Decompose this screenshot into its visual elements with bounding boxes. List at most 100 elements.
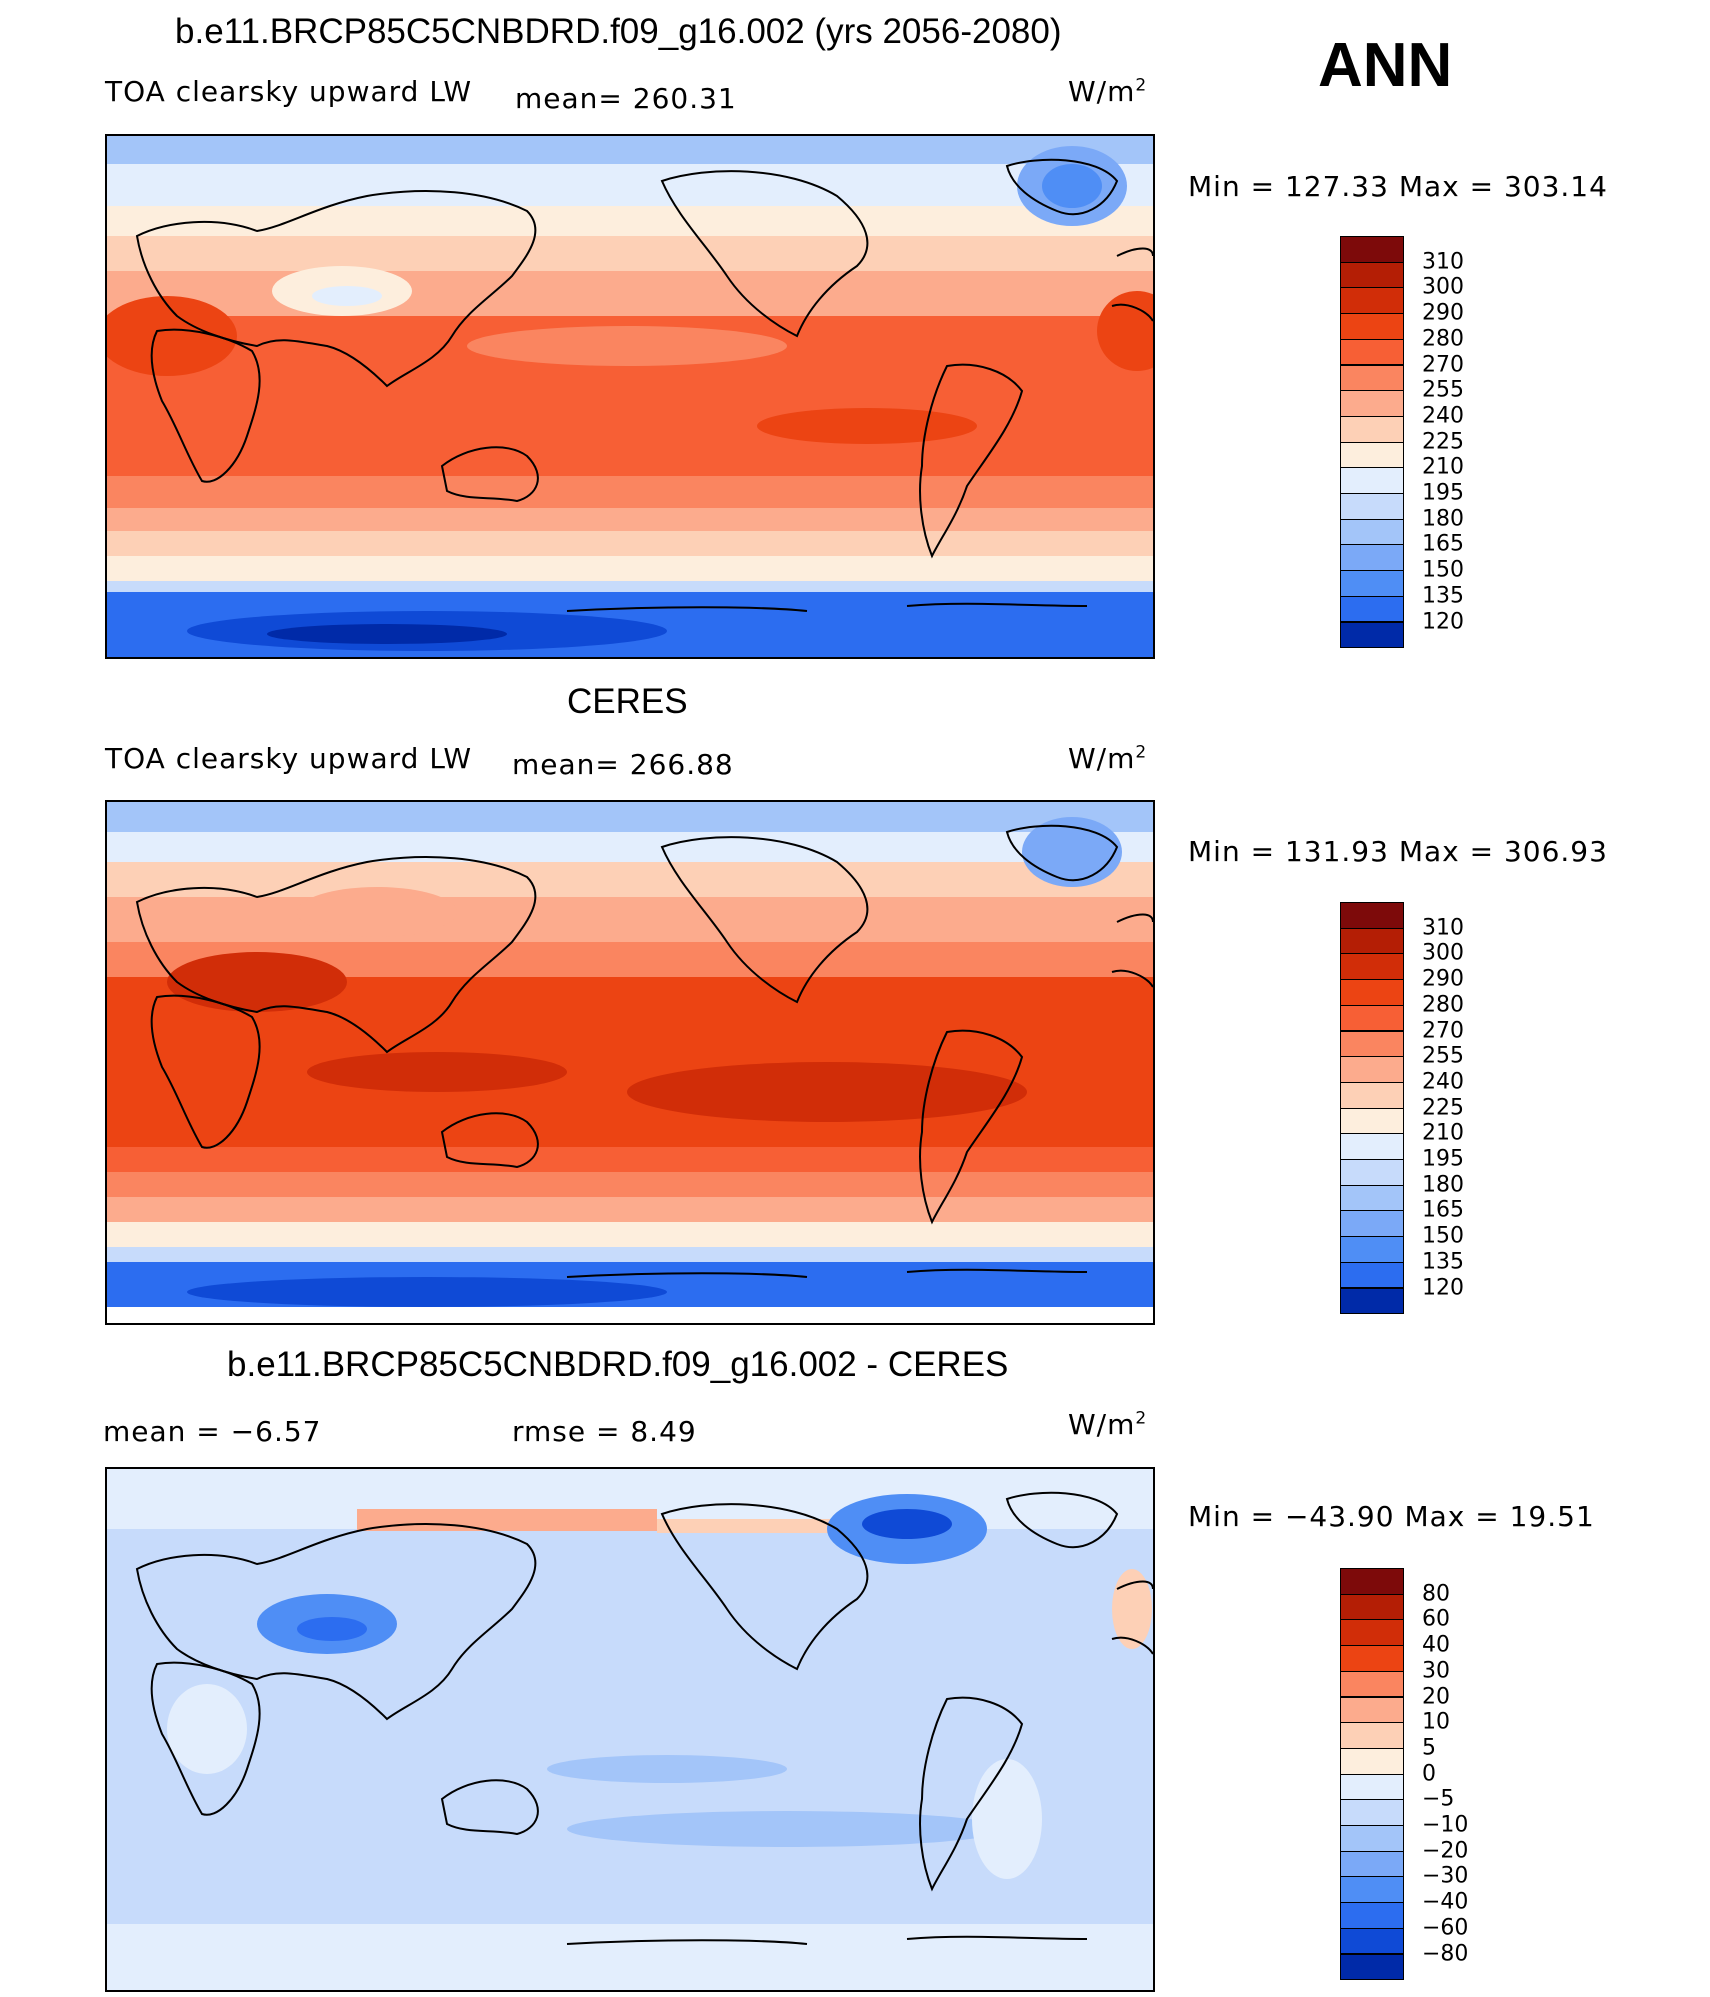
colorbar-swatch bbox=[1340, 338, 1404, 366]
colorbar-tick-label: 225 bbox=[1422, 1095, 1464, 1121]
panel-3-minmax: Min = −43.90 Max = 19.51 bbox=[1188, 1500, 1595, 1533]
panel-2-variable-label: TOA clearsky upward LW bbox=[105, 742, 473, 775]
colorbar-tick-label: −80 bbox=[1422, 1941, 1469, 1966]
colorbar-tick-label: 255 bbox=[1422, 1043, 1464, 1069]
colorbar-swatch bbox=[1340, 236, 1404, 263]
panel-2-map-svg bbox=[107, 802, 1153, 1323]
colorbar-swatch bbox=[1340, 261, 1404, 289]
panel-2-minmax: Min = 131.93 Max = 306.93 bbox=[1188, 835, 1608, 868]
colorbar-tick-label: 135 bbox=[1422, 1249, 1464, 1275]
colorbar-swatch bbox=[1340, 441, 1404, 469]
units-base: W/m bbox=[1068, 742, 1136, 775]
colorbar-tick-label: 210 bbox=[1422, 454, 1464, 480]
colorbar-tick-label: 165 bbox=[1422, 1197, 1464, 1223]
colorbar-swatch bbox=[1340, 1184, 1404, 1212]
units-base: W/m bbox=[1068, 75, 1136, 108]
colorbar-tick-label: 240 bbox=[1422, 403, 1464, 429]
colorbar-tick-label: 280 bbox=[1422, 326, 1464, 352]
panel-3-title: b.e11.BRCP85C5CNBDRD.f09_g16.002 - CERES bbox=[227, 1345, 1009, 1384]
panel-2-colorbar: 310 300 290 280 270 255 240 225 210 195 180 165 150 1… bbox=[1340, 902, 1464, 1315]
colorbar-tick-label: 210 bbox=[1422, 1120, 1464, 1146]
colorbar-swatch bbox=[1340, 1004, 1404, 1032]
colorbar-tick-label: 150 bbox=[1422, 1223, 1464, 1249]
colorbar-tick-label: 195 bbox=[1422, 480, 1464, 506]
colorbar-tick-label: 195 bbox=[1422, 1146, 1464, 1172]
colorbar-tick-label: 290 bbox=[1422, 300, 1464, 326]
colorbar-tick-label: 180 bbox=[1422, 506, 1464, 532]
panel-1-variable-label: TOA clearsky upward LW bbox=[105, 75, 473, 108]
colorbar-swatch bbox=[1340, 1696, 1404, 1724]
colorbar-swatch bbox=[1340, 1747, 1404, 1775]
colorbar-swatch bbox=[1340, 467, 1404, 494]
panel-3-map-svg bbox=[107, 1469, 1153, 1990]
colorbar-tick-label: 300 bbox=[1422, 940, 1464, 966]
panel-1-minmax: Min = 127.33 Max = 303.14 bbox=[1188, 170, 1608, 203]
colorbar-swatch bbox=[1340, 1593, 1404, 1621]
colorbar-swatch bbox=[1340, 1081, 1404, 1109]
colorbar-tick-label: 180 bbox=[1422, 1172, 1464, 1198]
colorbar-swatch bbox=[1340, 1133, 1404, 1160]
colorbar-swatch bbox=[1340, 1850, 1404, 1878]
colorbar-swatch bbox=[1340, 1902, 1404, 1929]
colorbar-tick-label: 30 bbox=[1422, 1658, 1450, 1684]
colorbar-tick-label: 120 bbox=[1422, 609, 1464, 634]
colorbar-tick-label: 150 bbox=[1422, 557, 1464, 583]
panel-1-map bbox=[105, 134, 1155, 659]
colorbar-tick-label: 225 bbox=[1422, 429, 1464, 455]
colorbar-tick-label: 135 bbox=[1422, 583, 1464, 609]
units-exponent: 2 bbox=[1135, 75, 1148, 96]
colorbar-tick-label: 310 bbox=[1422, 915, 1464, 941]
colorbar-swatch bbox=[1340, 570, 1404, 597]
colorbar-swatch bbox=[1340, 1645, 1404, 1672]
colorbar-swatch bbox=[1340, 979, 1404, 1006]
colorbar-swatch bbox=[1340, 415, 1404, 443]
colorbar-tick-label: −20 bbox=[1422, 1838, 1469, 1864]
colorbar-tick-label: −30 bbox=[1422, 1863, 1469, 1889]
colorbar-swatch bbox=[1340, 1568, 1404, 1595]
colorbar-tick-label: 165 bbox=[1422, 531, 1464, 557]
colorbar-tick-label: 0 bbox=[1422, 1761, 1436, 1787]
season-label: ANN bbox=[1318, 31, 1453, 100]
units-exponent: 2 bbox=[1135, 1408, 1148, 1429]
colorbar-tick-label: 60 bbox=[1422, 1606, 1450, 1632]
colorbar-tick-label: 10 bbox=[1422, 1709, 1450, 1735]
units-base: W/m bbox=[1068, 1408, 1136, 1441]
units-exponent: 2 bbox=[1135, 742, 1148, 763]
colorbar-tick-label: 270 bbox=[1422, 352, 1464, 377]
colorbar-tick-label: 80 bbox=[1422, 1581, 1450, 1607]
panel-3-map bbox=[105, 1467, 1155, 1992]
colorbar-tick-label: 300 bbox=[1422, 274, 1464, 300]
colorbar-swatch bbox=[1340, 390, 1404, 417]
colorbar-swatch bbox=[1340, 313, 1404, 340]
colorbar-tick-label: −5 bbox=[1422, 1786, 1455, 1812]
colorbar-swatch bbox=[1340, 1159, 1404, 1186]
colorbar-tick-label: −40 bbox=[1422, 1889, 1469, 1915]
colorbar-swatch bbox=[1340, 1876, 1404, 1904]
colorbar-tick-label: 255 bbox=[1422, 377, 1464, 403]
panel-2-mean-label: mean= 266.88 bbox=[512, 748, 734, 781]
colorbar-swatch bbox=[1340, 1773, 1404, 1801]
colorbar-swatch bbox=[1340, 1107, 1404, 1135]
panel-1-colorbar: 310 300 290 280 270 255 240 225 210 195 180 165 150 1… bbox=[1340, 236, 1464, 649]
colorbar-swatch bbox=[1340, 621, 1404, 649]
colorbar-swatch bbox=[1340, 493, 1404, 520]
colorbar-swatch bbox=[1340, 902, 1404, 929]
colorbar-tick-label: 240 bbox=[1422, 1069, 1464, 1095]
colorbar-swatch bbox=[1340, 1619, 1404, 1647]
panel-1-title: b.e11.BRCP85C5CNBDRD.f09_g16.002 (yrs 20… bbox=[175, 12, 1062, 51]
colorbar-tick-label: 290 bbox=[1422, 966, 1464, 992]
colorbar-tick-label: 40 bbox=[1422, 1632, 1450, 1658]
colorbar-swatch bbox=[1340, 1236, 1404, 1263]
panel-3-units: W/m2 bbox=[1068, 1408, 1147, 1441]
colorbar-swatch bbox=[1340, 1056, 1404, 1083]
colorbar-swatch bbox=[1340, 364, 1404, 392]
colorbar-swatch bbox=[1340, 1210, 1404, 1238]
colorbar-swatch bbox=[1340, 518, 1404, 546]
colorbar-tick-label: 280 bbox=[1422, 992, 1464, 1018]
colorbar-tick-label: 310 bbox=[1422, 249, 1464, 275]
colorbar-tick-label: −10 bbox=[1422, 1812, 1469, 1838]
colorbar-tick-label: 120 bbox=[1422, 1275, 1464, 1300]
colorbar-swatch bbox=[1340, 544, 1404, 572]
colorbar-swatch bbox=[1340, 1261, 1404, 1289]
panel-2-title: CERES bbox=[567, 682, 688, 721]
